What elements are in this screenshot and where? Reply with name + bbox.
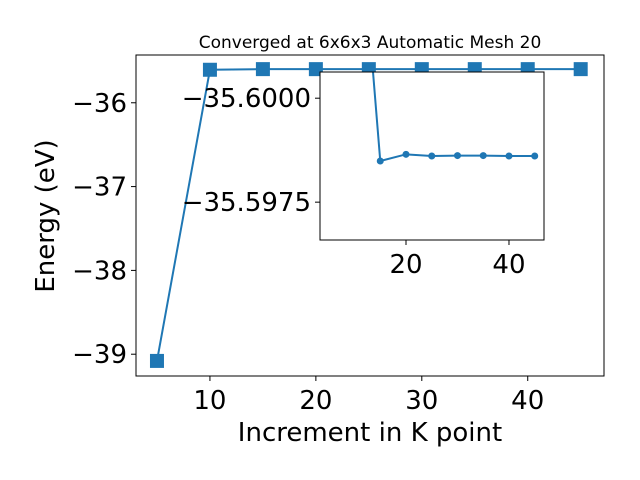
x-axis-label: Increment in K point	[238, 418, 502, 448]
marker	[402, 150, 410, 158]
plot-frame	[135, 54, 605, 377]
marker	[202, 62, 217, 77]
marker	[573, 62, 588, 77]
marker	[376, 157, 384, 165]
y-tick-label: −39	[72, 340, 127, 370]
marker	[453, 152, 461, 160]
marker	[428, 152, 436, 160]
x-tick-label: 30	[405, 386, 438, 416]
x-tick-label: 20	[389, 250, 422, 280]
y-tick-label: −35.5975	[182, 188, 311, 218]
x-tick-label: 40	[511, 386, 544, 416]
x-tick-label: 10	[193, 386, 226, 416]
marker	[255, 62, 270, 77]
plot-content	[149, 62, 588, 368]
y-tick-label: −35.6000	[182, 84, 311, 114]
plot-content	[372, 72, 539, 165]
x-tick-label: 40	[492, 250, 525, 280]
y-tick-label: −36	[72, 89, 127, 119]
marker	[531, 152, 539, 160]
y-tick-label: −38	[72, 256, 127, 286]
marker	[505, 152, 513, 160]
y-tick-label: −37	[72, 173, 127, 203]
marker	[308, 62, 323, 77]
plot-frame	[319, 71, 545, 241]
marker	[149, 353, 164, 368]
chart-title: Converged at 6x6x3 Automatic Mesh 20	[199, 33, 542, 53]
x-tick-label: 20	[299, 386, 332, 416]
y-axis-label: Energy (eV)	[31, 139, 61, 292]
marker	[479, 152, 487, 160]
